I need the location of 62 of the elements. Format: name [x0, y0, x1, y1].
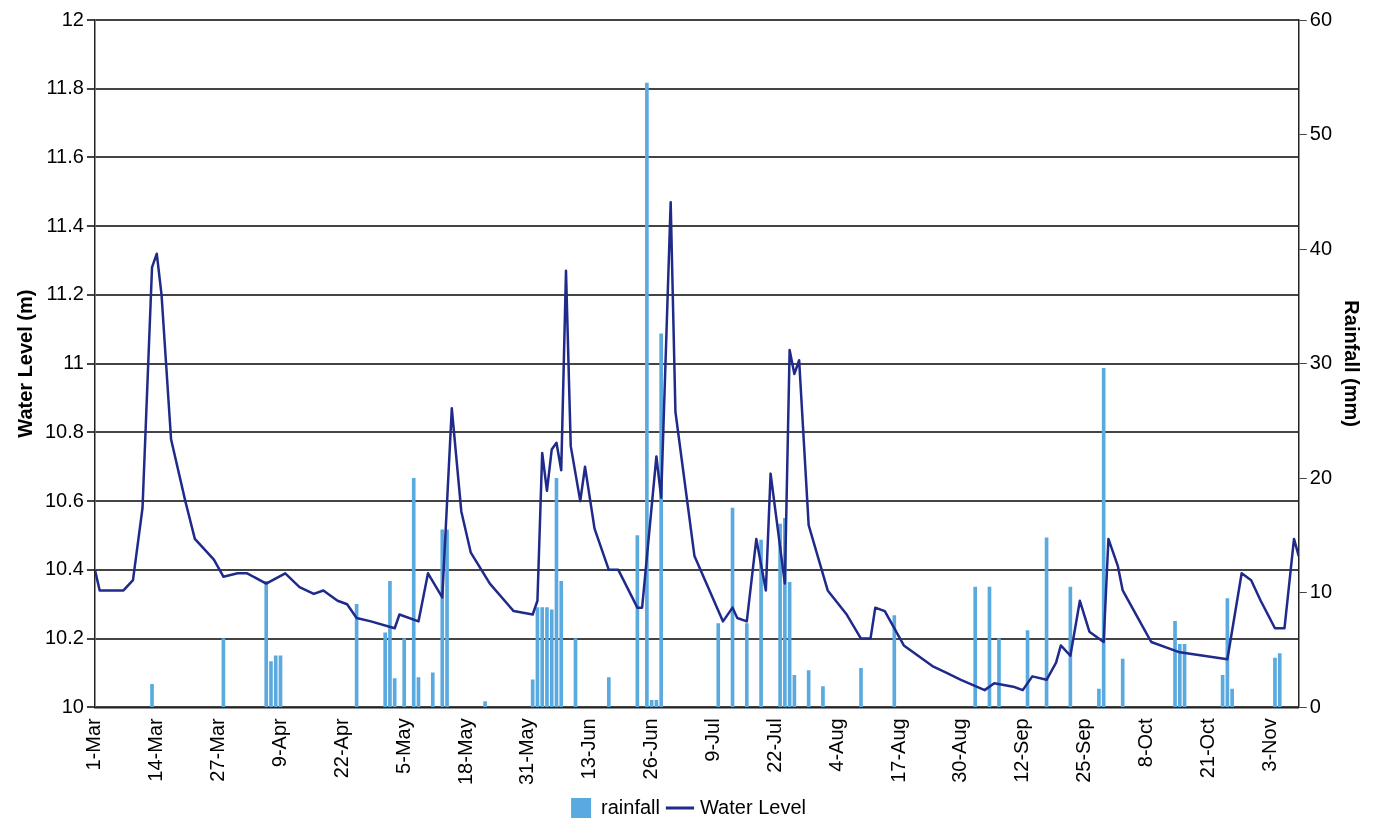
- bar: [859, 668, 863, 708]
- y2-tick-label: 60: [1309, 7, 1332, 30]
- y-axis-title: Water Level (m): [13, 289, 36, 438]
- bar: [821, 686, 825, 708]
- y2-tick-label: 20: [1309, 465, 1332, 488]
- x-tick-label: 13-Jun: [577, 718, 600, 780]
- x-tick-label: 22-Jul: [762, 718, 785, 773]
- x-tick-label: 4-Aug: [824, 718, 847, 772]
- bar: [744, 623, 749, 708]
- bar: [411, 477, 416, 708]
- x-tick-label: 21-Oct: [1195, 717, 1218, 779]
- x-tick-label: 9-Jul: [701, 718, 724, 762]
- y2-tick-label: 40: [1309, 236, 1332, 259]
- x-tick-label: 17-Aug: [886, 718, 909, 783]
- bar: [606, 677, 611, 708]
- y-tick-label: 12: [61, 7, 84, 30]
- bar: [716, 623, 721, 708]
- bar: [1120, 658, 1125, 708]
- y-tick-label: 11.2: [46, 282, 84, 305]
- bar: [540, 607, 545, 708]
- legend-label: Water Level: [699, 795, 806, 818]
- y2-axis-title: Rainfall (mm): [1341, 300, 1364, 427]
- y2-tick-label: 50: [1309, 122, 1332, 145]
- y-tick-label: 10: [61, 694, 84, 717]
- x-tick-label: 22-Apr: [329, 717, 352, 779]
- y-tick-label: 11: [63, 351, 84, 374]
- bar: [402, 638, 407, 708]
- x-tick-label: 8-Oct: [1134, 717, 1157, 768]
- x-tick-label: 25-Sep: [1072, 718, 1095, 783]
- bar: [273, 655, 278, 708]
- x-tick-label: 5-May: [391, 718, 414, 774]
- y-tick-label: 10.2: [44, 626, 84, 649]
- x-tick-label: 1-Mar: [82, 717, 105, 771]
- y2-tick-label: 30: [1309, 351, 1332, 374]
- bar: [759, 539, 763, 708]
- x-tick-label: 31-May: [515, 718, 538, 786]
- bar: [483, 701, 487, 708]
- bar: [973, 586, 978, 708]
- x-tick-label: 27-Mar: [206, 717, 229, 782]
- x-tick-label: 3-Nov: [1257, 718, 1280, 772]
- x-tick-label: 9-Apr: [268, 717, 291, 768]
- y-tick-label: 10.6: [44, 488, 84, 511]
- x-tick-label: 26-Jun: [639, 718, 662, 780]
- x-tick-label: 12-Sep: [1010, 718, 1033, 783]
- y-tick-label: 10.4: [44, 557, 84, 580]
- bar: [645, 82, 649, 708]
- bar: [997, 638, 1001, 708]
- x-tick-label: 18-May: [453, 718, 476, 786]
- bar: [892, 615, 897, 708]
- y2-tick-label: 10: [1309, 580, 1332, 603]
- legend-label: rainfall: [601, 795, 660, 818]
- bar: [264, 580, 269, 708]
- y-tick-label: 11.4: [46, 213, 84, 236]
- bar: [430, 672, 435, 708]
- bar: [1277, 653, 1282, 708]
- x-tick-label: 30-Aug: [948, 718, 971, 783]
- y-tick-label: 11.8: [46, 76, 84, 99]
- bar: [150, 684, 154, 708]
- y2-tick-label: 0: [1309, 694, 1321, 717]
- x-tick-label: 14-Mar: [144, 717, 167, 782]
- y-tick-label: 10.8: [44, 419, 84, 442]
- y-tick-label: 11.6: [46, 144, 84, 167]
